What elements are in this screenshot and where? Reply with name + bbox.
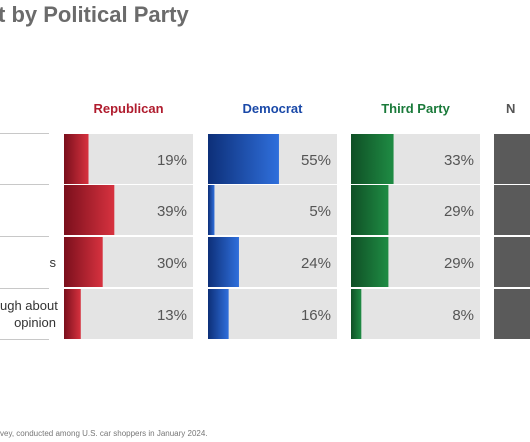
- bar-track: [208, 289, 337, 339]
- data-label: 39%: [157, 203, 187, 220]
- bar-track: [494, 134, 530, 184]
- data-label: 33%: [444, 152, 474, 169]
- data-label: 29%: [444, 203, 474, 220]
- bar-track: [208, 185, 337, 235]
- data-label: 30%: [157, 255, 187, 272]
- bar-republican: [64, 289, 81, 339]
- bar-third-party: [351, 237, 389, 287]
- bar-republican: [64, 185, 115, 235]
- row-label: s: [49, 254, 57, 270]
- row-separator: [0, 288, 49, 289]
- data-label: 55%: [301, 152, 331, 169]
- bar-track: [494, 185, 530, 235]
- column-header-3: N: [506, 101, 516, 116]
- column-header-2: Third Party: [381, 101, 450, 116]
- data-label: 5%: [309, 203, 331, 220]
- data-label: 29%: [444, 255, 474, 272]
- bar-democrat: [208, 289, 229, 339]
- row-label: ugh about opinion: [0, 298, 58, 330]
- data-label: 8%: [452, 307, 474, 324]
- footnote: vey, conducted among U.S. car shoppers i…: [0, 429, 208, 438]
- bar-track: [494, 289, 530, 339]
- bar-third-party: [351, 289, 362, 339]
- chart-title: t by Political Party: [0, 2, 189, 27]
- bar-track: [64, 289, 193, 339]
- bar-democrat: [208, 134, 279, 184]
- row-separator: [0, 339, 49, 340]
- column-header-0: Republican: [93, 101, 164, 116]
- bar-track: [494, 237, 530, 287]
- row-separator: [0, 184, 49, 185]
- bar-democrat: [208, 185, 215, 235]
- row-separator: [0, 133, 49, 134]
- bar-third-party: [351, 185, 389, 235]
- data-label: 13%: [157, 307, 187, 324]
- data-label: 19%: [157, 152, 187, 169]
- bar-republican: [64, 237, 103, 287]
- data-label: 24%: [301, 255, 331, 272]
- bar-democrat: [208, 237, 239, 287]
- bar-republican: [64, 134, 89, 184]
- bar-track: [351, 289, 480, 339]
- bar-third-party: [351, 134, 394, 184]
- data-label: 16%: [301, 307, 331, 324]
- row-separator: [0, 236, 49, 237]
- column-header-1: Democrat: [242, 101, 303, 116]
